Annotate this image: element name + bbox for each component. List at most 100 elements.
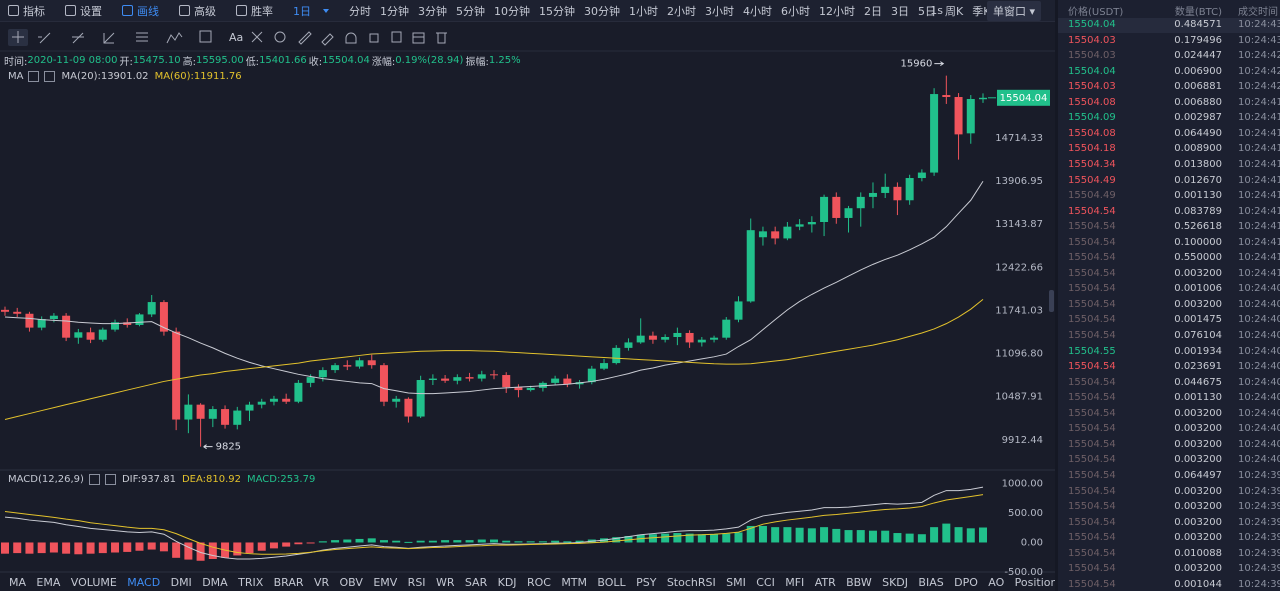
interval-option[interactable]: 5分钟 (456, 4, 485, 18)
trade-time: 10:24:40 (1238, 423, 1280, 435)
magnet-tool[interactable] (345, 32, 357, 44)
indicator-tab[interactable]: EMV (373, 576, 398, 589)
macd-bar (184, 542, 193, 560)
brush-tool[interactable] (251, 31, 263, 43)
indicator-tab[interactable]: OBV (339, 576, 363, 589)
interval-option[interactable]: 3分钟 (418, 4, 447, 18)
indicator-tab[interactable]: RSI (407, 576, 426, 589)
close-icon[interactable] (104, 473, 116, 485)
macd-bar (392, 540, 401, 543)
indicator-tab[interactable]: ATR (814, 576, 836, 589)
interval-option[interactable]: 15分钟 (539, 4, 575, 18)
toolbar-item[interactable]: 胜率 (236, 3, 282, 19)
trade-qty: 0.003200 (1174, 438, 1222, 450)
candle-body (820, 196, 829, 223)
interval-option[interactable]: 分时 (349, 4, 371, 18)
indicator-tab[interactable]: SKDJ (882, 576, 909, 589)
candle-body (685, 332, 694, 343)
trade-row: 15504.54 0.003200 10:24:40 (1058, 422, 1280, 437)
high-arrow (934, 61, 945, 67)
crosshair-tool[interactable] (12, 31, 24, 43)
indicator-tab[interactable]: MTM (561, 576, 588, 589)
eraser-tool[interactable] (321, 33, 334, 46)
text-tool[interactable]: Aa (229, 31, 243, 44)
candle-body (331, 365, 340, 371)
indicator-tab[interactable]: BRAR (273, 576, 304, 589)
settings-icon[interactable] (88, 473, 100, 485)
indicator-tab[interactable]: BIAS (918, 576, 944, 589)
interval-option[interactable]: 季K (972, 4, 991, 18)
interval-option[interactable]: 周K (945, 4, 964, 18)
measure-tool[interactable] (199, 30, 212, 43)
interval-option[interactable]: 2日 (864, 4, 882, 18)
indicator-tab[interactable]: KDJ (497, 576, 517, 589)
interval-option[interactable]: 30分钟 (584, 4, 620, 18)
indicator-tab[interactable]: SMI (726, 576, 746, 589)
interval-option[interactable]: 5日 (918, 4, 936, 18)
interval-option[interactable]: 10分钟 (494, 4, 530, 18)
toolbar-item[interactable]: 高级 (179, 3, 225, 19)
indicator-tab[interactable]: WR (435, 576, 455, 589)
interval-select[interactable]: 1日 (293, 3, 338, 19)
indicator-tab[interactable]: PSY (636, 576, 657, 589)
y-tick-label: 13906.95 (995, 176, 1043, 187)
interval-option[interactable]: 12小时 (819, 4, 855, 18)
indicator-tab[interactable]: MFI (785, 576, 805, 589)
indicator-tab[interactable]: MACD (127, 576, 161, 589)
candle-body (966, 98, 975, 134)
indicator-tab[interactable]: DPO (954, 576, 978, 589)
indicator-tab[interactable]: ROC (526, 576, 551, 589)
indicator-tab[interactable]: VR (313, 576, 330, 589)
indicator-tab[interactable]: DMA (202, 576, 228, 589)
indicator-tab[interactable]: BBW (846, 576, 872, 589)
y-tick-label: 500.00 (1008, 508, 1043, 519)
channel-tool[interactable] (136, 32, 148, 42)
indicator-tab[interactable]: SAR (464, 576, 488, 589)
interval-option[interactable]: 1分钟 (380, 4, 409, 18)
indicator-tab[interactable]: CCI (756, 576, 775, 589)
delete-tool[interactable] (436, 32, 447, 44)
layer-tool[interactable] (412, 32, 425, 44)
indicator-tab[interactable]: EMA (36, 576, 61, 589)
macd-bar (379, 540, 388, 543)
pattern-tool[interactable] (166, 32, 183, 44)
indicator-tab[interactable]: TRIX (238, 576, 264, 589)
toolbar-item[interactable]: 画线 (122, 3, 168, 19)
indicator-tab[interactable]: Position (1014, 576, 1055, 589)
indicator-tab[interactable]: BOLL (597, 576, 626, 589)
indicator-tab[interactable]: MA (9, 576, 27, 589)
interval-option[interactable]: 4小时 (743, 4, 772, 18)
indicator-tab[interactable]: DMI (170, 576, 192, 589)
close-icon[interactable] (44, 70, 56, 82)
collapse-handle[interactable] (1049, 290, 1054, 312)
icon-tool[interactable] (274, 31, 286, 43)
settings-icon[interactable] (28, 70, 40, 82)
toolbar-item[interactable]: 设置 (65, 3, 111, 19)
interval-option[interactable]: 1小时 (629, 4, 658, 18)
interval-option[interactable]: 6小时 (781, 4, 810, 18)
indicator-tab[interactable]: AO (988, 576, 1005, 589)
interval-option[interactable]: 3小时 (705, 4, 734, 18)
macd-bar (624, 535, 633, 543)
fib-tool[interactable] (103, 32, 115, 44)
macd-bar (98, 542, 107, 554)
lock-tool[interactable] (369, 33, 379, 43)
indicator-tab[interactable]: VOLUME (70, 576, 117, 589)
interval-option[interactable]: 3日 (891, 4, 909, 18)
speed[interactable]: 1s (930, 4, 943, 17)
trade-time: 10:24:40 (1238, 438, 1280, 450)
candle-body (257, 401, 266, 405)
last-price-label: 15504.04 (1000, 93, 1048, 104)
ruler-tool[interactable] (298, 31, 312, 45)
indicator-tab[interactable]: StochRSI (666, 576, 716, 589)
ray-tool[interactable] (72, 32, 84, 44)
candle-body (62, 315, 71, 338)
window-select[interactable]: 单窗口 ▾ (986, 0, 1041, 21)
toolbar-item[interactable]: 指标 (8, 3, 54, 19)
legend-entry: MA(20):13901.02 (61, 70, 149, 82)
trade-qty: 0.006881 (1174, 81, 1222, 93)
copy-tool[interactable] (391, 31, 402, 43)
interval-option[interactable]: 2小时 (667, 4, 696, 18)
trade-qty: 0.526618 (1174, 221, 1222, 233)
line-tool[interactable] (38, 32, 51, 44)
